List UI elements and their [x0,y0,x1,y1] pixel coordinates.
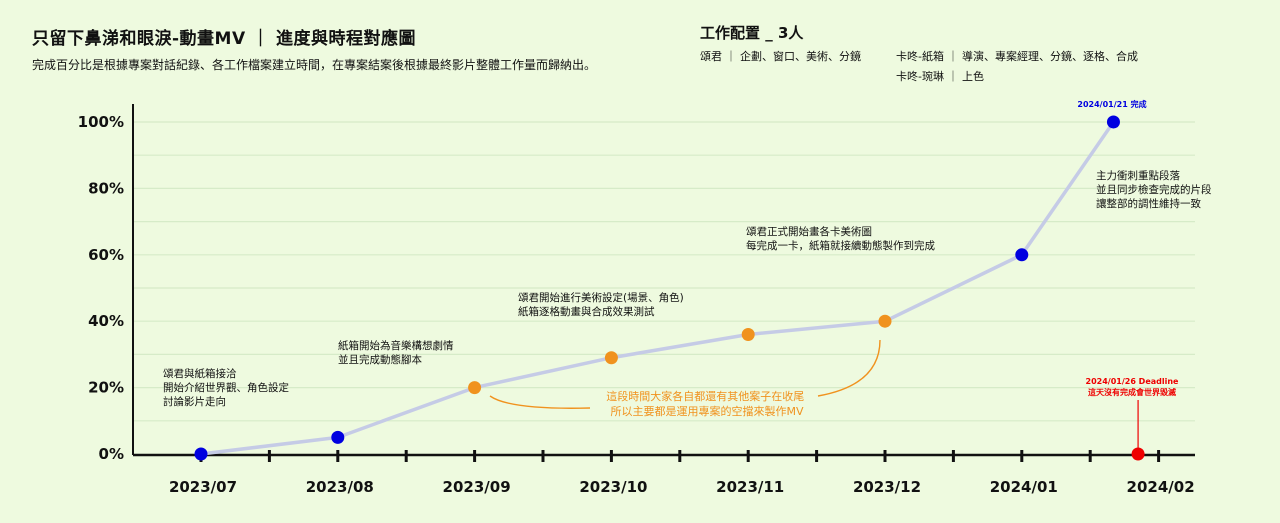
data-point [331,430,345,444]
orange-note-line-2: 所以主要都是運用專案的空擋來製作MV [610,404,803,418]
annotation-4-line-1: 頌君正式開始畫各卡美術圖 [746,225,872,238]
team-member-2: 卡咚-紙箱 ｜ 導演、專案經理、分鏡、逐格、合成 [896,50,1138,63]
y-tick-label: 20% [88,379,124,397]
deadline-label: 2024/01/26 Deadline [1086,377,1180,386]
completion-label: 2024/01/21 完成 [1077,99,1146,109]
deadline-marker [1131,400,1145,461]
x-tick-label: 2023/10 [579,478,647,496]
x-tick-label: 2024/02 [1127,478,1195,496]
data-point [878,314,892,328]
x-tick-label: 2024/01 [990,478,1058,496]
annotation-1-line-1: 頌君與紙箱接洽 [163,367,237,380]
annotation-2: 紙箱開始為音樂構想劇情 並且完成動態腳本 [338,339,457,366]
annotation-1: 頌君與紙箱接洽 開始介紹世界觀、角色設定 討論影片走向 [163,367,292,408]
y-tick-label: 40% [88,312,124,330]
orange-note: 這段時間大家各自都還有其他案子在收尾 所以主要都是運用專案的空擋來製作MV [606,389,808,418]
x-tick-label: 2023/12 [853,478,921,496]
orange-bracket-right [817,339,881,397]
progress-points [194,115,1120,461]
y-tick-label: 100% [78,113,124,131]
deadline-sublabel: 這天沒有完成會世界毀滅 [1088,387,1176,397]
y-tick-label: 60% [88,246,124,264]
y-tick-label: 80% [88,179,124,197]
annotation-2-line-2: 並且完成動態腳本 [338,353,422,366]
orange-note-line-1: 這段時間大家各自都還有其他案子在收尾 [606,389,804,403]
annotation-5-line-2: 並且同步檢查完成的片段 [1096,183,1212,196]
annotation-1-line-2: 開始介紹世界觀、角色設定 [163,381,289,394]
annotation-2-line-1: 紙箱開始為音樂構想劇情 [338,339,454,352]
annotation-3-line-2: 紙箱逐格動畫與合成效果測試 [518,305,655,318]
chart-subtitle: 完成百分比是根據專案對話紀錄、各工作檔案建立時間，在專案結案後根據最終影片整體工… [32,58,597,72]
team-member-1: 頌君 ｜ 企劃、窗口、美術、分鏡 [700,50,861,63]
progress-line [200,121,1115,456]
annotation-5-line-3: 讓整部的調性維持一致 [1096,197,1201,210]
chart-title: 只留下鼻涕和眼淚-動畫MV ｜ 進度與時程對應圖 [32,29,416,49]
annotation-1-line-3: 討論影片走向 [163,395,226,408]
x-tick-label: 2023/07 [169,478,237,496]
annotation-4-line-2: 每完成一卡，紙箱就接續動態製作到完成 [746,239,935,252]
deadline-point [1131,447,1145,461]
annotation-3: 頌君開始進行美術設定(場景、角色) 紙箱逐格動畫與合成效果測試 [518,291,687,318]
data-point [1015,248,1029,262]
y-tick-labels: 0% 20% 40% 60% 80% 100% [78,113,124,463]
x-tick-label: 2023/08 [306,478,374,496]
team-title: 工作配置 _ 3人 [700,24,804,42]
data-point [468,381,482,395]
annotation-5-line-1: 主力衝刺重點段落 [1096,169,1180,182]
progress-series [200,121,1115,456]
annotation-3-line-1: 頌君開始進行美術設定(場景、角色) [518,291,684,304]
x-tick-label: 2023/11 [716,478,784,496]
data-point [194,447,208,461]
annotation-5: 主力衝刺重點段落 並且同步檢查完成的片段 讓整部的調性維持一致 [1096,169,1215,210]
team-member-3: 卡咚-琬琳 ｜ 上色 [896,70,984,83]
orange-bracket-left [489,395,591,409]
grid-lines [134,121,1195,422]
data-point [1106,115,1120,129]
y-tick-label: 0% [99,445,124,463]
x-tick-labels: 2023/07 2023/08 2023/09 2023/10 2023/11 2023/… [169,478,1195,496]
x-tick-label: 2023/09 [443,478,511,496]
data-point [604,351,618,365]
annotation-4: 頌君正式開始畫各卡美術圖 每完成一卡，紙箱就接續動態製作到完成 [746,225,935,252]
data-point [741,327,755,341]
